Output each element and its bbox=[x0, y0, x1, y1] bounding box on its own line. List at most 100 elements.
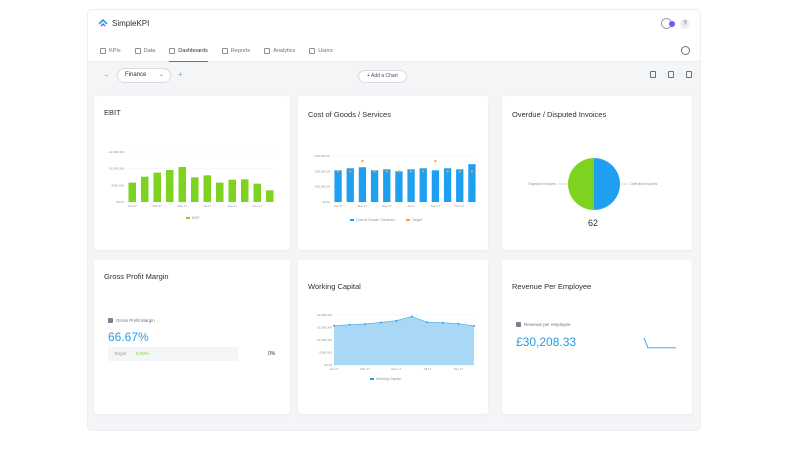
x-tick-label: Nov 17 bbox=[252, 204, 262, 208]
x-tick-label: Mar 17 bbox=[360, 367, 370, 371]
x-tick-label: Jan 17 bbox=[128, 204, 137, 208]
pie-label: Overdue Invoices bbox=[630, 182, 657, 186]
bar bbox=[358, 167, 367, 202]
bar bbox=[203, 175, 211, 202]
legend-swatch bbox=[406, 219, 410, 221]
y-tick-label: £1,500,000 bbox=[109, 150, 124, 154]
x-tick-label: Sep 17 bbox=[227, 204, 237, 208]
filter-icon[interactable] bbox=[650, 71, 656, 78]
bar bbox=[419, 168, 427, 202]
legend-label: EBIT bbox=[192, 216, 201, 220]
x-tick-label: Jan 17 bbox=[329, 367, 338, 371]
nav-tab-users[interactable]: Users bbox=[309, 40, 333, 62]
data-point bbox=[364, 323, 367, 325]
cogs-chart: £0.00 £15,000.00 £30,000.00 £45,000.00 Jan 1… bbox=[315, 154, 478, 222]
x-tick-label: Jul 17 bbox=[423, 367, 431, 371]
bar bbox=[370, 170, 379, 202]
data-point bbox=[333, 324, 335, 327]
dashboard-toolbar: − Finance ⌄ + + Add a Chart bbox=[88, 62, 700, 92]
revenue-card[interactable]: Revenue Per Employee Revenue per employe… bbox=[502, 260, 692, 414]
bar bbox=[456, 169, 464, 202]
bar bbox=[241, 179, 249, 202]
area-line bbox=[333, 316, 475, 327]
report-icon bbox=[221, 48, 228, 54]
bar bbox=[216, 182, 224, 202]
card-title: Cost of Goods / Services bbox=[308, 110, 391, 119]
gross-margin-card[interactable]: Gross Profit Margin Gross Profit Margin … bbox=[94, 260, 290, 414]
target-marker bbox=[385, 170, 388, 173]
data-point bbox=[379, 321, 382, 324]
kpi-value: 66.67% bbox=[108, 330, 149, 344]
x-tick-label: Sep 17 bbox=[431, 204, 441, 208]
target-marker bbox=[397, 170, 400, 173]
target-marker bbox=[458, 170, 461, 173]
target-percent: 0% bbox=[268, 351, 276, 357]
area-fill bbox=[334, 316, 474, 365]
chevron-down-icon: ⌄ bbox=[158, 72, 164, 78]
nav-tab-label: KPIs bbox=[109, 48, 121, 54]
target-marker bbox=[434, 160, 437, 163]
ebit-card[interactable]: EBIT £0.00 £500,000 £1,000,000 £1,500,000 Ja… bbox=[94, 96, 290, 250]
user-avatar[interactable] bbox=[661, 18, 675, 29]
y-tick-label: £0.00 bbox=[324, 363, 332, 367]
y-tick-label: £500,000 bbox=[111, 183, 124, 187]
kpi-value: £30,208.33 bbox=[516, 335, 577, 349]
target-marker bbox=[337, 170, 340, 173]
settings-gear-icon[interactable] bbox=[681, 46, 690, 55]
kpi-label-text: Gross Profit Margin bbox=[116, 318, 155, 323]
nav-tab-analytics[interactable]: Analytics bbox=[264, 40, 295, 62]
overdue-card[interactable]: Overdue / Disputed Invoices Disputed Inv… bbox=[502, 96, 692, 250]
legend-swatch bbox=[350, 219, 354, 221]
add-chart-button[interactable]: + Add a Chart bbox=[358, 70, 407, 83]
nav-tab-dashboards[interactable]: Dashboards bbox=[169, 40, 208, 62]
data-point bbox=[348, 323, 351, 326]
pie-slice bbox=[594, 158, 620, 210]
nav-tab-label: Analytics bbox=[273, 48, 296, 54]
legend-label: Target bbox=[412, 218, 422, 222]
target-marker bbox=[349, 170, 352, 173]
dashboard-select[interactable]: Finance ⌄ bbox=[117, 68, 171, 83]
bar bbox=[266, 190, 274, 202]
app-name: SimpleKPI bbox=[112, 18, 150, 28]
bar bbox=[166, 170, 174, 202]
data-point bbox=[441, 321, 444, 324]
export-icon[interactable] bbox=[686, 71, 692, 78]
notification-dot bbox=[669, 21, 675, 27]
sparkline bbox=[643, 337, 676, 349]
help-button[interactable]: ? bbox=[680, 18, 690, 29]
overdue-pie-chart: Disputed Invoices Overdue Invoices bbox=[528, 158, 657, 210]
print-icon[interactable] bbox=[668, 71, 674, 78]
target-marker bbox=[422, 170, 425, 173]
y-tick-label: £1,000,000 bbox=[317, 338, 332, 342]
y-tick-label: £2,000,000 bbox=[317, 313, 332, 317]
bar bbox=[128, 182, 136, 202]
revenue-sparkline bbox=[643, 337, 676, 349]
nav-tab-data[interactable]: Data bbox=[134, 40, 155, 62]
x-tick-label: Jul 17 bbox=[203, 204, 211, 208]
nav-tab-reports[interactable]: Reports bbox=[221, 40, 250, 62]
bar bbox=[468, 164, 476, 202]
users-icon bbox=[309, 48, 316, 54]
y-tick-label: £15,000.00 bbox=[315, 185, 330, 189]
remove-dashboard-button[interactable]: − bbox=[104, 71, 109, 80]
x-tick-label: May 17 bbox=[177, 204, 187, 208]
y-tick-label: £0.00 bbox=[322, 200, 330, 204]
target-marker bbox=[446, 170, 449, 173]
data-point bbox=[473, 325, 475, 327]
x-tick-label: May 17 bbox=[391, 367, 401, 371]
cogs-card[interactable]: Cost of Goods / Services £0.00 £15,000.00… bbox=[298, 96, 488, 250]
kpi-label-text: Revenue per employee bbox=[524, 322, 571, 327]
kpi-icon bbox=[516, 322, 521, 327]
pie-label: Disputed Invoices bbox=[528, 182, 556, 186]
legend-label: Cost of Goods / Services bbox=[356, 218, 395, 222]
nav-tab-kpis[interactable]: KPIs bbox=[100, 40, 121, 62]
working-capital-card[interactable]: Working Capital £0.00 £500,000 £1,000,000 £… bbox=[298, 260, 488, 414]
pie-slice bbox=[568, 158, 594, 210]
dashboard-select-value: Finance bbox=[125, 72, 147, 78]
ebit-chart: £0.00 £500,000 £1,000,000 £1,500,000 Jan 17 M… bbox=[109, 150, 276, 220]
analytics-icon bbox=[264, 48, 271, 54]
y-tick-label: £30,000.00 bbox=[315, 169, 330, 173]
add-dashboard-button[interactable]: + bbox=[178, 70, 183, 79]
app-logo[interactable]: SimpleKPI bbox=[98, 18, 149, 28]
card-title: Overdue / Disputed Invoices bbox=[512, 110, 607, 119]
